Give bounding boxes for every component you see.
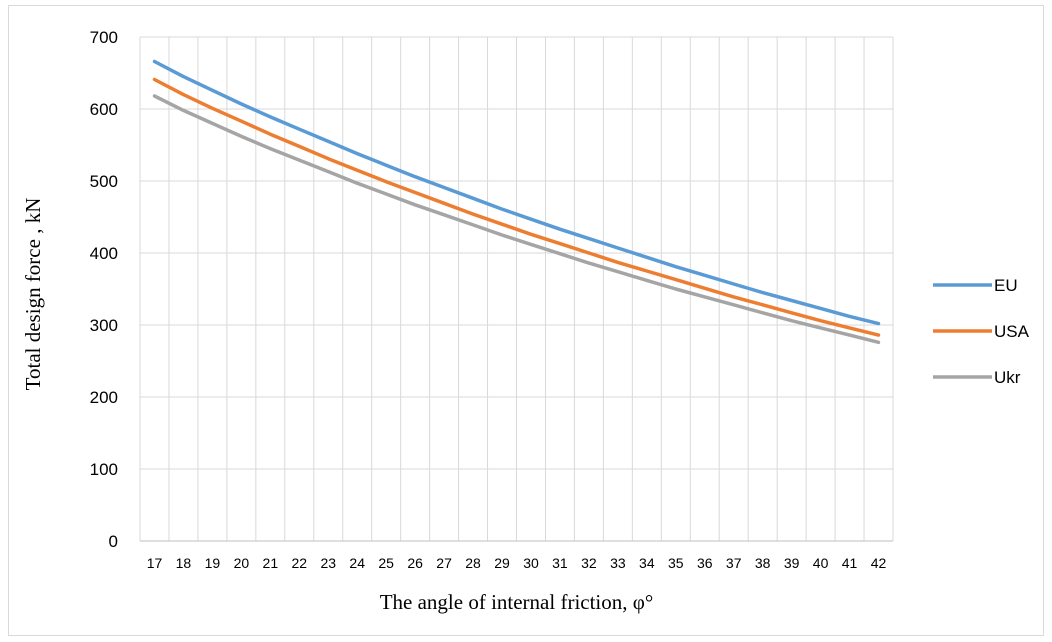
x-tick-label: 19: [205, 555, 221, 571]
x-tick-label: 35: [668, 555, 684, 571]
y-tick-label: 0: [109, 532, 118, 551]
x-tick-label: 33: [610, 555, 626, 571]
x-tick-label: 20: [234, 555, 250, 571]
x-tick-label: 31: [552, 555, 568, 571]
axes: 0 100 200 300 400 500 600 700 17 18 19 20 21 22 23 24 25…: [90, 28, 887, 571]
x-tick-label: 21: [263, 555, 279, 571]
x-tick-label: 17: [147, 555, 163, 571]
y-tick-label: 100: [90, 460, 118, 479]
x-tick-label: 36: [697, 555, 713, 571]
x-tick-label: 32: [581, 555, 597, 571]
x-tick-label: 37: [726, 555, 742, 571]
x-tick-label: 30: [523, 555, 539, 571]
x-tick-label: 42: [871, 555, 887, 571]
legend-label-ukr: Ukr: [994, 368, 1021, 387]
x-axis-title: The angle of internal friction, φ°: [380, 590, 654, 614]
y-axis-title: Total design force , kN: [21, 198, 45, 391]
x-tick-label: 28: [465, 555, 481, 571]
legend-label-eu: EU: [994, 276, 1018, 295]
series-line-eu: [152, 59, 881, 326]
x-tick-label: 22: [291, 555, 307, 571]
x-tick-label: 18: [176, 555, 192, 571]
legend-label-usa: USA: [994, 322, 1030, 341]
y-tick-label: 700: [90, 28, 118, 47]
y-tick-label: 200: [90, 388, 118, 407]
series-line-ukr: [152, 94, 881, 345]
x-tick-label: 29: [494, 555, 510, 571]
x-tick-label: 41: [842, 555, 858, 571]
x-tick-label: 23: [320, 555, 336, 571]
grid: [139, 36, 894, 542]
y-tick-label: 500: [90, 172, 118, 191]
x-tick-label: 38: [755, 555, 771, 571]
x-tick-label: 25: [378, 555, 394, 571]
x-tick-label: 39: [784, 555, 800, 571]
y-tick-label: 400: [90, 244, 118, 263]
x-tick-label: 24: [349, 555, 365, 571]
x-tick-label: 26: [407, 555, 423, 571]
x-tick-label: 27: [436, 555, 452, 571]
legend: EU USA Ukr: [933, 276, 1030, 387]
y-tick-label: 600: [90, 100, 118, 119]
x-tick-label: 40: [813, 555, 829, 571]
x-tick-label: 34: [639, 555, 655, 571]
series-line-usa: [152, 77, 881, 337]
y-tick-label: 300: [90, 316, 118, 335]
series-layer: [152, 59, 881, 345]
